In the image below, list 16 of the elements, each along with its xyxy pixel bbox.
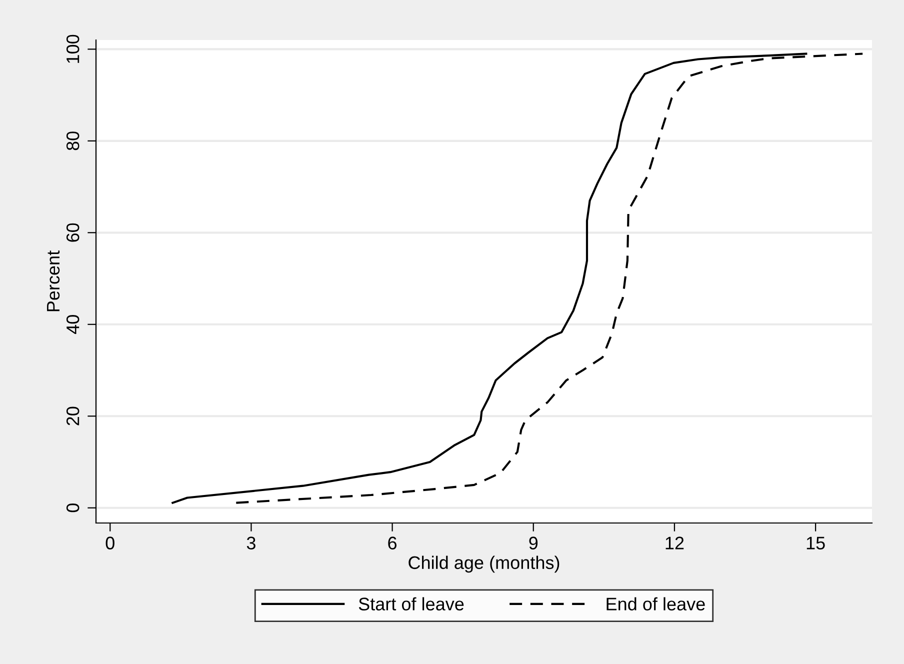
y-axis-title: Percent (47, 250, 60, 312)
y-tick-label: 20 (66, 406, 80, 426)
x-tick-label: 9 (529, 536, 538, 550)
x-axis-title: Child age (months) (408, 556, 560, 573)
y-tick-label: 0 (66, 504, 80, 512)
x-tick-label: 3 (246, 536, 256, 550)
x-tick-label: 15 (806, 536, 825, 550)
y-tick-label: 40 (66, 315, 80, 334)
y-tick-label: 60 (66, 223, 80, 242)
x-tick-label: 6 (388, 536, 397, 550)
legend-label: End of leave (606, 597, 705, 610)
y-tick-label: 100 (66, 34, 80, 63)
x-tick-label: 12 (666, 536, 684, 550)
legend-label: Start of leave (358, 597, 464, 610)
x-tick-label: 0 (106, 536, 114, 550)
y-tick-label: 80 (66, 132, 80, 150)
